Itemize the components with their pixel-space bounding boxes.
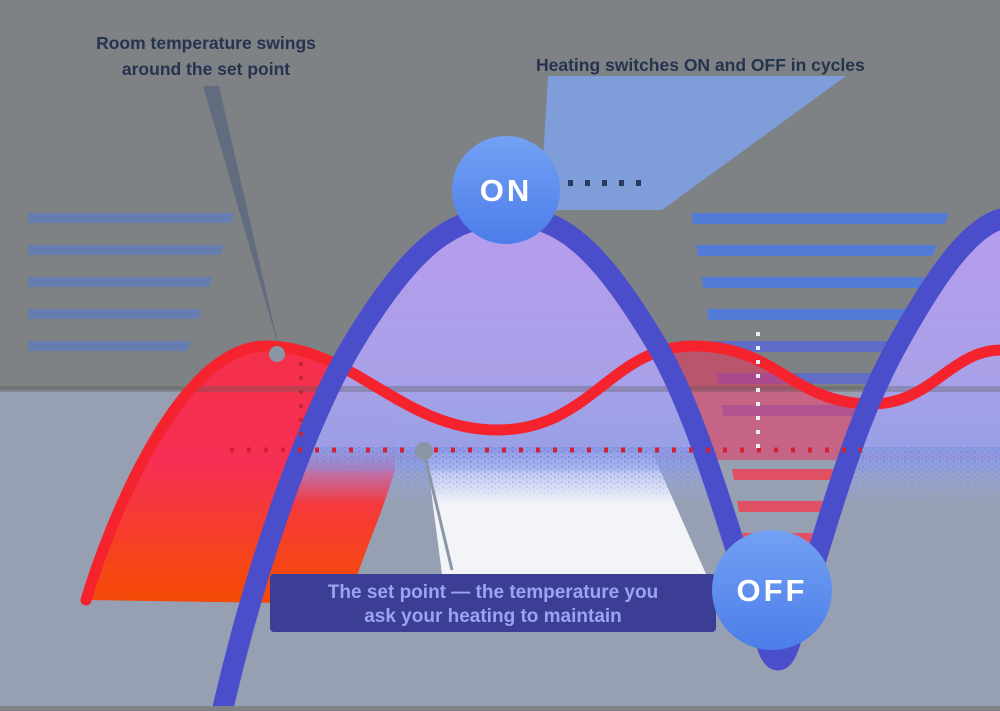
annotation-top-right-text: Heating switches ON and OFF in cycles	[536, 55, 865, 75]
annotation-top-right: Heating switches ON and OFF in cycles	[536, 52, 866, 78]
caption-line-2: ask your heating to maintain	[364, 606, 622, 627]
temperature-peak-dot	[269, 346, 285, 362]
off-bubble: OFF	[712, 530, 832, 650]
echo-stripes-left	[28, 213, 246, 351]
background-divide-line	[0, 386, 1000, 392]
set-point-dot	[415, 442, 433, 460]
caption-leader-line	[422, 451, 454, 571]
leader-beam-top-right	[540, 76, 846, 210]
annotation-top-left-line2: around the set point	[121, 59, 291, 79]
on-label: ON	[480, 173, 533, 208]
annotation-top-left-line1: Room temperature swings	[96, 33, 316, 53]
deadband-stipple	[290, 447, 1000, 500]
caption-line-1: The set point — the temperature you	[328, 582, 658, 603]
caption-band	[270, 574, 716, 632]
heating-wave-curve	[211, 205, 1000, 711]
off-label: OFF	[737, 573, 808, 608]
annotation-top-left: Room temperature swings around the set p…	[92, 30, 320, 82]
on-bubble: ON	[452, 136, 560, 244]
leader-line-top-left	[203, 86, 280, 352]
